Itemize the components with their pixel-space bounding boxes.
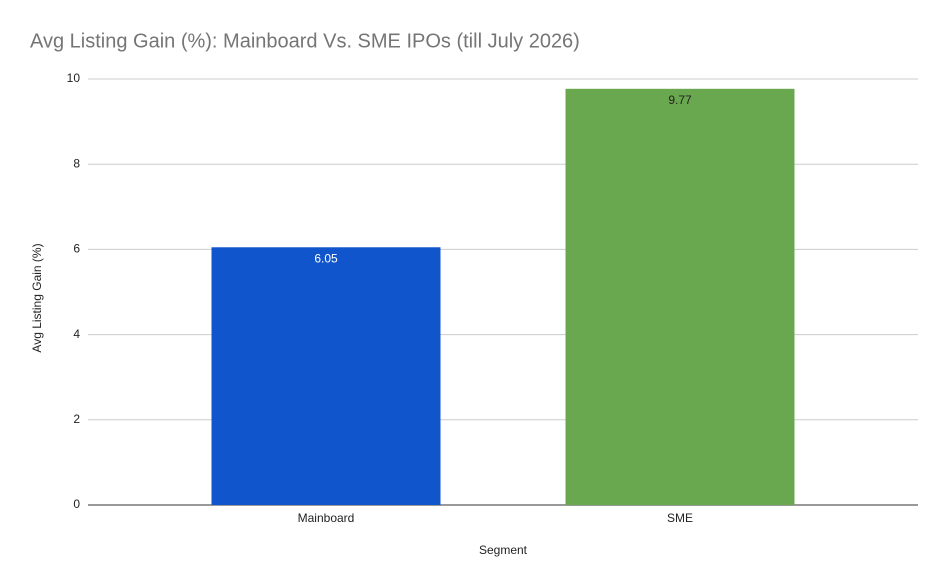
data-label: 6.05 <box>314 251 338 265</box>
y-tick-label: 6 <box>73 242 80 256</box>
data-label: 9.77 <box>668 93 692 107</box>
x-axis-label: Segment <box>479 543 528 557</box>
chart-title: Avg Listing Gain (%): Mainboard Vs. SME … <box>30 30 580 52</box>
bar <box>211 247 441 505</box>
y-tick-label: 4 <box>73 327 80 341</box>
bar <box>565 88 795 505</box>
y-axis-label: Avg Listing Gain (%) <box>30 243 44 352</box>
x-tick-label: SME <box>667 511 693 525</box>
y-tick-label: 0 <box>73 497 80 511</box>
y-tick-label: 8 <box>73 156 80 170</box>
y-tick-label: 10 <box>67 71 81 85</box>
y-tick-label: 2 <box>73 412 80 426</box>
x-tick-label: Mainboard <box>298 511 355 525</box>
